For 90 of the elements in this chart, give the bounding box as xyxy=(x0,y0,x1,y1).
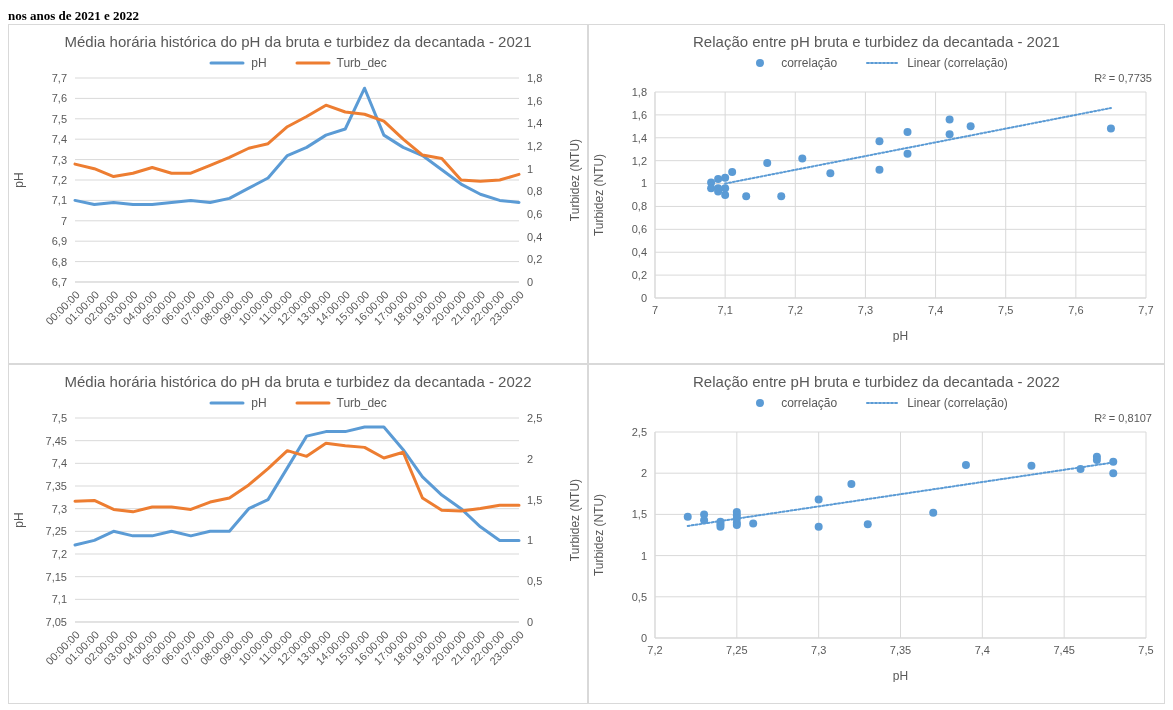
x-tick-label: 7,6 xyxy=(1068,303,1084,316)
y-tick-label: 7,2 xyxy=(51,547,67,560)
y-tick-label: 7,2 xyxy=(51,173,67,186)
y-tick-label: 1 xyxy=(640,549,647,562)
y2-tick-label: 0 xyxy=(527,275,534,288)
y-tick-label: 7,5 xyxy=(51,411,67,424)
y-tick-label: 7,15 xyxy=(45,570,67,583)
chart-title: Média horária histórica do pH da bruta e turbidez da decantada - 2022 xyxy=(63,372,533,392)
y-axis-title: Turbidez (NTU) xyxy=(592,153,607,237)
y2-tick-label: 2,5 xyxy=(527,411,543,424)
y2-tick-label: 0,2 xyxy=(527,253,543,266)
y-tick-label: 0 xyxy=(640,631,647,644)
y-tick-label: 7,3 xyxy=(51,153,67,166)
y-tick-label: 1 xyxy=(640,177,647,190)
x-tick-label: 7,3 xyxy=(857,303,874,316)
y-tick-label: 6,7 xyxy=(51,275,67,288)
x-tick-label: 7,45 xyxy=(1053,643,1075,656)
x-tick-label: 7,35 xyxy=(889,643,912,656)
y-tick-label: 7,25 xyxy=(45,525,67,538)
x-tick-label: 7,4 xyxy=(974,643,990,656)
x-tick-label: 7,5 xyxy=(1138,643,1154,656)
y2-tick-label: 0,8 xyxy=(527,185,543,198)
x-tick-label: 7,3 xyxy=(811,643,827,656)
text: R² = 0,7735 xyxy=(1093,72,1153,86)
chart-title: Relação entre pH bruta e turbidez da decantada - 2022 xyxy=(692,372,1061,392)
legend-label: pH xyxy=(251,56,267,70)
y-tick-label: 7,7 xyxy=(51,71,67,84)
y-tick-label: 7 xyxy=(60,214,67,227)
y-tick-label: 7,35 xyxy=(45,479,67,492)
y-tick-label: 6,9 xyxy=(51,235,67,248)
x-axis-title: pH xyxy=(892,669,909,683)
y2-tick-label: 1,2 xyxy=(527,139,543,152)
y-tick-label: 7,4 xyxy=(51,133,67,146)
y-tick-label: 1,2 xyxy=(631,154,647,167)
y2-tick-label: 1,4 xyxy=(527,117,543,130)
y2-axis-title: Turbidez (NTU) xyxy=(568,138,583,222)
y-tick-label: 1,6 xyxy=(631,108,647,121)
y-axis-title: Turbidez (NTU) xyxy=(592,493,607,577)
y2-axis-title: Turbidez (NTU) xyxy=(568,478,583,562)
y-tick-label: 2,5 xyxy=(631,425,647,438)
x-tick-label: 7,2 xyxy=(787,303,803,316)
y-tick-label: 1,4 xyxy=(631,131,647,144)
legend-label: Linear (correlação) xyxy=(907,56,1008,70)
x-tick-label: 7,1 xyxy=(717,303,733,316)
y-tick-label: 1,8 xyxy=(631,85,647,98)
legend-label: Turb_dec xyxy=(336,56,387,70)
y-tick-label: 7,05 xyxy=(45,615,67,628)
x-tick-label: 7 xyxy=(651,303,659,316)
legend-label: Turb_dec xyxy=(336,396,387,410)
y-axis-title: pH xyxy=(12,172,27,188)
y-tick-label: 7,4 xyxy=(51,457,67,470)
text: R² = 0,8107 xyxy=(1093,412,1153,426)
text: nos anos de 2021 e 2022 xyxy=(8,8,141,24)
y2-tick-label: 0,4 xyxy=(527,230,543,243)
y-tick-label: 7,1 xyxy=(51,194,67,207)
x-tick-label: 7,25 xyxy=(726,643,748,656)
y-tick-label: 0,4 xyxy=(631,246,647,259)
legend-label: Linear (correlação) xyxy=(907,396,1008,410)
y-tick-label: 7,5 xyxy=(51,112,67,125)
y2-tick-label: 0,5 xyxy=(527,575,543,588)
y2-tick-label: 1,5 xyxy=(527,493,543,506)
legend-label: pH xyxy=(251,396,267,410)
chart-title: Relação entre pH bruta e turbidez da decantada - 2021 xyxy=(692,32,1061,52)
y-tick-label: 1,5 xyxy=(631,508,647,521)
y-tick-label: 7,3 xyxy=(51,502,67,515)
legend-label: correlação xyxy=(781,56,838,70)
legend-label: correlação xyxy=(781,396,838,410)
y-tick-label: 0,5 xyxy=(631,590,647,603)
y-tick-label: 7,6 xyxy=(51,92,67,105)
y-tick-label: 2 xyxy=(640,467,647,480)
y2-tick-label: 0 xyxy=(527,615,534,628)
y-tick-label: 0 xyxy=(640,291,647,304)
y2-tick-label: 1,8 xyxy=(527,71,543,84)
x-tick-label: 7,7 xyxy=(1138,303,1154,316)
y2-tick-label: 1 xyxy=(527,534,534,547)
y-tick-label: 0,2 xyxy=(631,269,647,282)
y-tick-label: 7,45 xyxy=(45,434,67,447)
y-tick-label: 0,6 xyxy=(631,223,647,236)
chart-title: Média horária histórica do pH da bruta e turbidez da decantada - 2021 xyxy=(63,32,533,52)
y-tick-label: 6,8 xyxy=(51,255,67,268)
y2-tick-label: 0,6 xyxy=(527,207,543,220)
y2-tick-label: 1,6 xyxy=(527,94,543,107)
y-tick-label: 7,1 xyxy=(51,593,67,606)
x-tick-label: 7,5 xyxy=(998,303,1014,316)
y-axis-title: pH xyxy=(12,512,27,528)
y2-tick-label: 2 xyxy=(527,452,534,465)
x-tick-label: 7,4 xyxy=(927,303,944,316)
y-tick-label: 0,8 xyxy=(631,200,647,213)
x-axis-title: pH xyxy=(892,329,909,343)
y2-tick-label: 1 xyxy=(527,162,534,175)
